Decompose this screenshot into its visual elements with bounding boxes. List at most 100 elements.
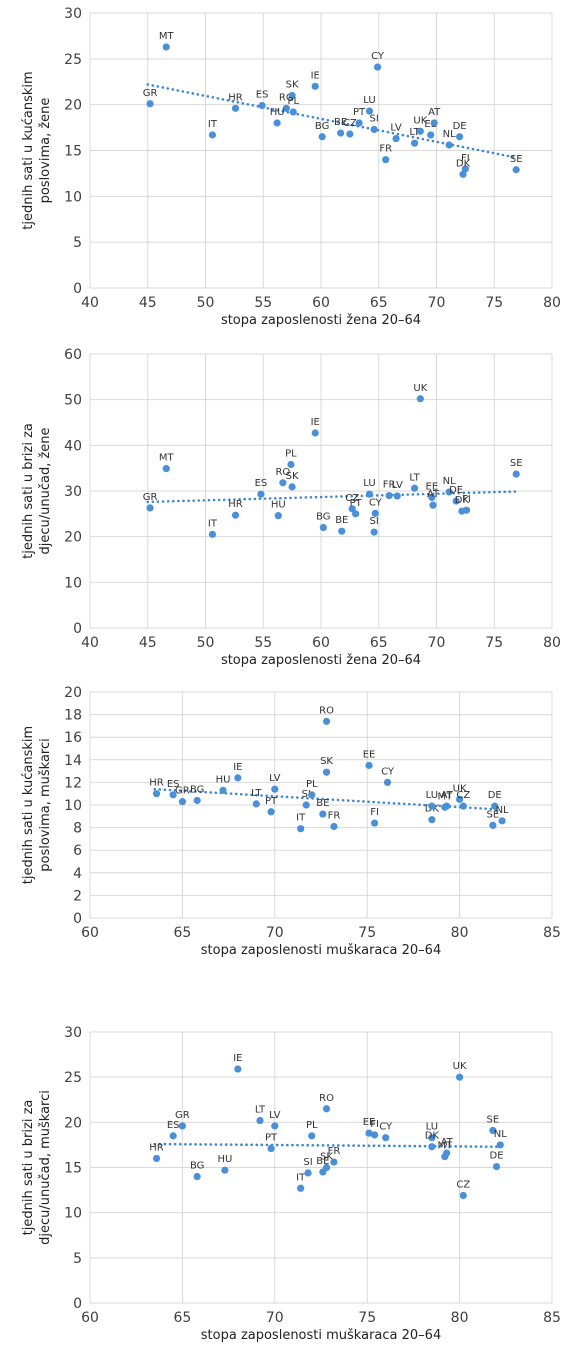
data-point-lt <box>410 139 419 147</box>
point-label: SI <box>369 516 378 527</box>
data-point-lt <box>256 1116 264 1125</box>
data-point-lt <box>410 484 419 492</box>
point-label: SI <box>302 789 311 800</box>
data-point-pt <box>355 119 363 127</box>
point-label: EE <box>426 481 439 492</box>
data-point-uk <box>456 1073 464 1081</box>
point-label: HU <box>271 500 286 511</box>
y-axis-title-line: tjednih sati u kućanskim <box>21 726 36 884</box>
data-point-pt <box>352 510 360 518</box>
data-point-cz <box>346 130 354 138</box>
y-tick-label: 10 <box>64 1206 82 1222</box>
data-point-pt <box>267 1144 275 1153</box>
point-label: RO <box>279 92 294 103</box>
point-label: LV <box>390 123 401 134</box>
data-point-at <box>429 501 437 509</box>
point-label: SE <box>487 809 500 820</box>
x-tick-label: 70 <box>428 295 446 311</box>
point-label: MT <box>159 453 175 464</box>
data-point-fr <box>330 822 338 831</box>
y-tick-label: 25 <box>64 52 82 68</box>
point-label: LU <box>363 95 375 106</box>
data-point-dk <box>459 170 467 178</box>
point-label: SK <box>286 471 299 482</box>
point-label: HU <box>217 1154 232 1165</box>
x-tick-label: 50 <box>197 635 215 651</box>
point-label: LV <box>269 773 280 784</box>
y-tick-label: 40 <box>64 438 82 454</box>
point-label: SE <box>510 154 523 165</box>
point-label: AT <box>441 790 454 801</box>
point-label: LT <box>409 127 420 138</box>
point-label: GR <box>175 1110 190 1121</box>
x-tick-label: 70 <box>266 925 284 941</box>
point-label: SK <box>286 80 299 91</box>
point-label: GR <box>143 88 158 99</box>
y-axis-title-line: tjednih sati u brizi za <box>21 423 36 559</box>
x-tick-label: 65 <box>173 1310 191 1326</box>
point-label: BG <box>190 1161 204 1172</box>
point-label: UK <box>453 1061 467 1072</box>
point-label: LU <box>426 790 438 801</box>
point-label: BE <box>316 798 329 809</box>
point-label: BE <box>316 1156 329 1167</box>
data-point-de <box>491 802 499 810</box>
point-label: IE <box>311 70 320 81</box>
y-tick-label: 50 <box>64 393 82 409</box>
y-tick-label: 20 <box>64 1115 82 1131</box>
point-label: UK <box>413 383 427 394</box>
point-label: IT <box>208 119 218 130</box>
data-point-hr <box>231 104 240 112</box>
chart-3: 60 65 70 75 80 85 0 2 4 6 8 10 12 14 16 18 20 stopa zapos… <box>21 685 561 958</box>
data-point-it <box>208 530 217 538</box>
point-label: RO <box>319 705 334 716</box>
point-label: LT <box>251 788 262 799</box>
data-point-hr <box>231 511 240 519</box>
point-label: IT <box>296 1172 306 1183</box>
x-tick-label: 80 <box>451 925 469 941</box>
point-label: HR <box>228 92 243 103</box>
y-tick-label: 2 <box>73 888 82 904</box>
point-label: HU <box>216 774 231 785</box>
point-label: PL <box>306 779 318 790</box>
y-axis-title: tjednih sati u brizi za djecu/unučad, muš… <box>21 1090 53 1245</box>
point-label: EE <box>363 749 376 760</box>
x-tick-label: 65 <box>370 635 388 651</box>
point-label: IE <box>233 762 242 773</box>
y-axis-title-line: poslovima, muškarci <box>38 738 53 872</box>
data-point-hu <box>274 512 282 520</box>
y-tick-label: 6 <box>73 843 82 859</box>
point-label: MT <box>437 1141 453 1152</box>
x-axis-title: stopa zaposlenosti muškaraca 20–64 <box>201 943 441 958</box>
y-tick-label: 30 <box>64 6 82 22</box>
point-label: SK <box>320 756 333 767</box>
point-label: CY <box>379 1122 393 1133</box>
data-point-se <box>512 166 520 174</box>
point-label: IT <box>208 518 218 529</box>
x-tick-label: 80 <box>543 295 561 311</box>
y-tick-label: 0 <box>73 911 82 927</box>
data-point-hr <box>152 790 161 798</box>
y-tick-label: 30 <box>64 1025 82 1041</box>
data-point-uk <box>416 127 424 135</box>
y-tick-label: 10 <box>64 575 82 591</box>
x-tick-label: 45 <box>139 295 157 311</box>
data-point-nl <box>445 488 453 496</box>
data-point-hu <box>221 1166 229 1174</box>
point-label: SE <box>510 458 523 469</box>
point-label: DE <box>488 790 502 801</box>
point-label: CY <box>371 51 385 62</box>
x-axis-title: stopa zaposlenosti žena 20–64 <box>221 313 421 328</box>
point-label: ES <box>255 478 268 489</box>
y-axis-title-line: tjednih sati u kućanskim <box>21 71 36 229</box>
point-label: DK <box>425 1131 440 1142</box>
data-point-ie <box>311 429 319 437</box>
data-point-ie <box>234 1065 242 1073</box>
data-point-be <box>319 810 327 818</box>
data-point-mt <box>162 465 170 473</box>
point-label: PT <box>265 796 278 807</box>
x-tick-label: 40 <box>81 295 99 311</box>
data-point-lu <box>428 1134 436 1142</box>
x-tick-label: 40 <box>81 635 99 651</box>
